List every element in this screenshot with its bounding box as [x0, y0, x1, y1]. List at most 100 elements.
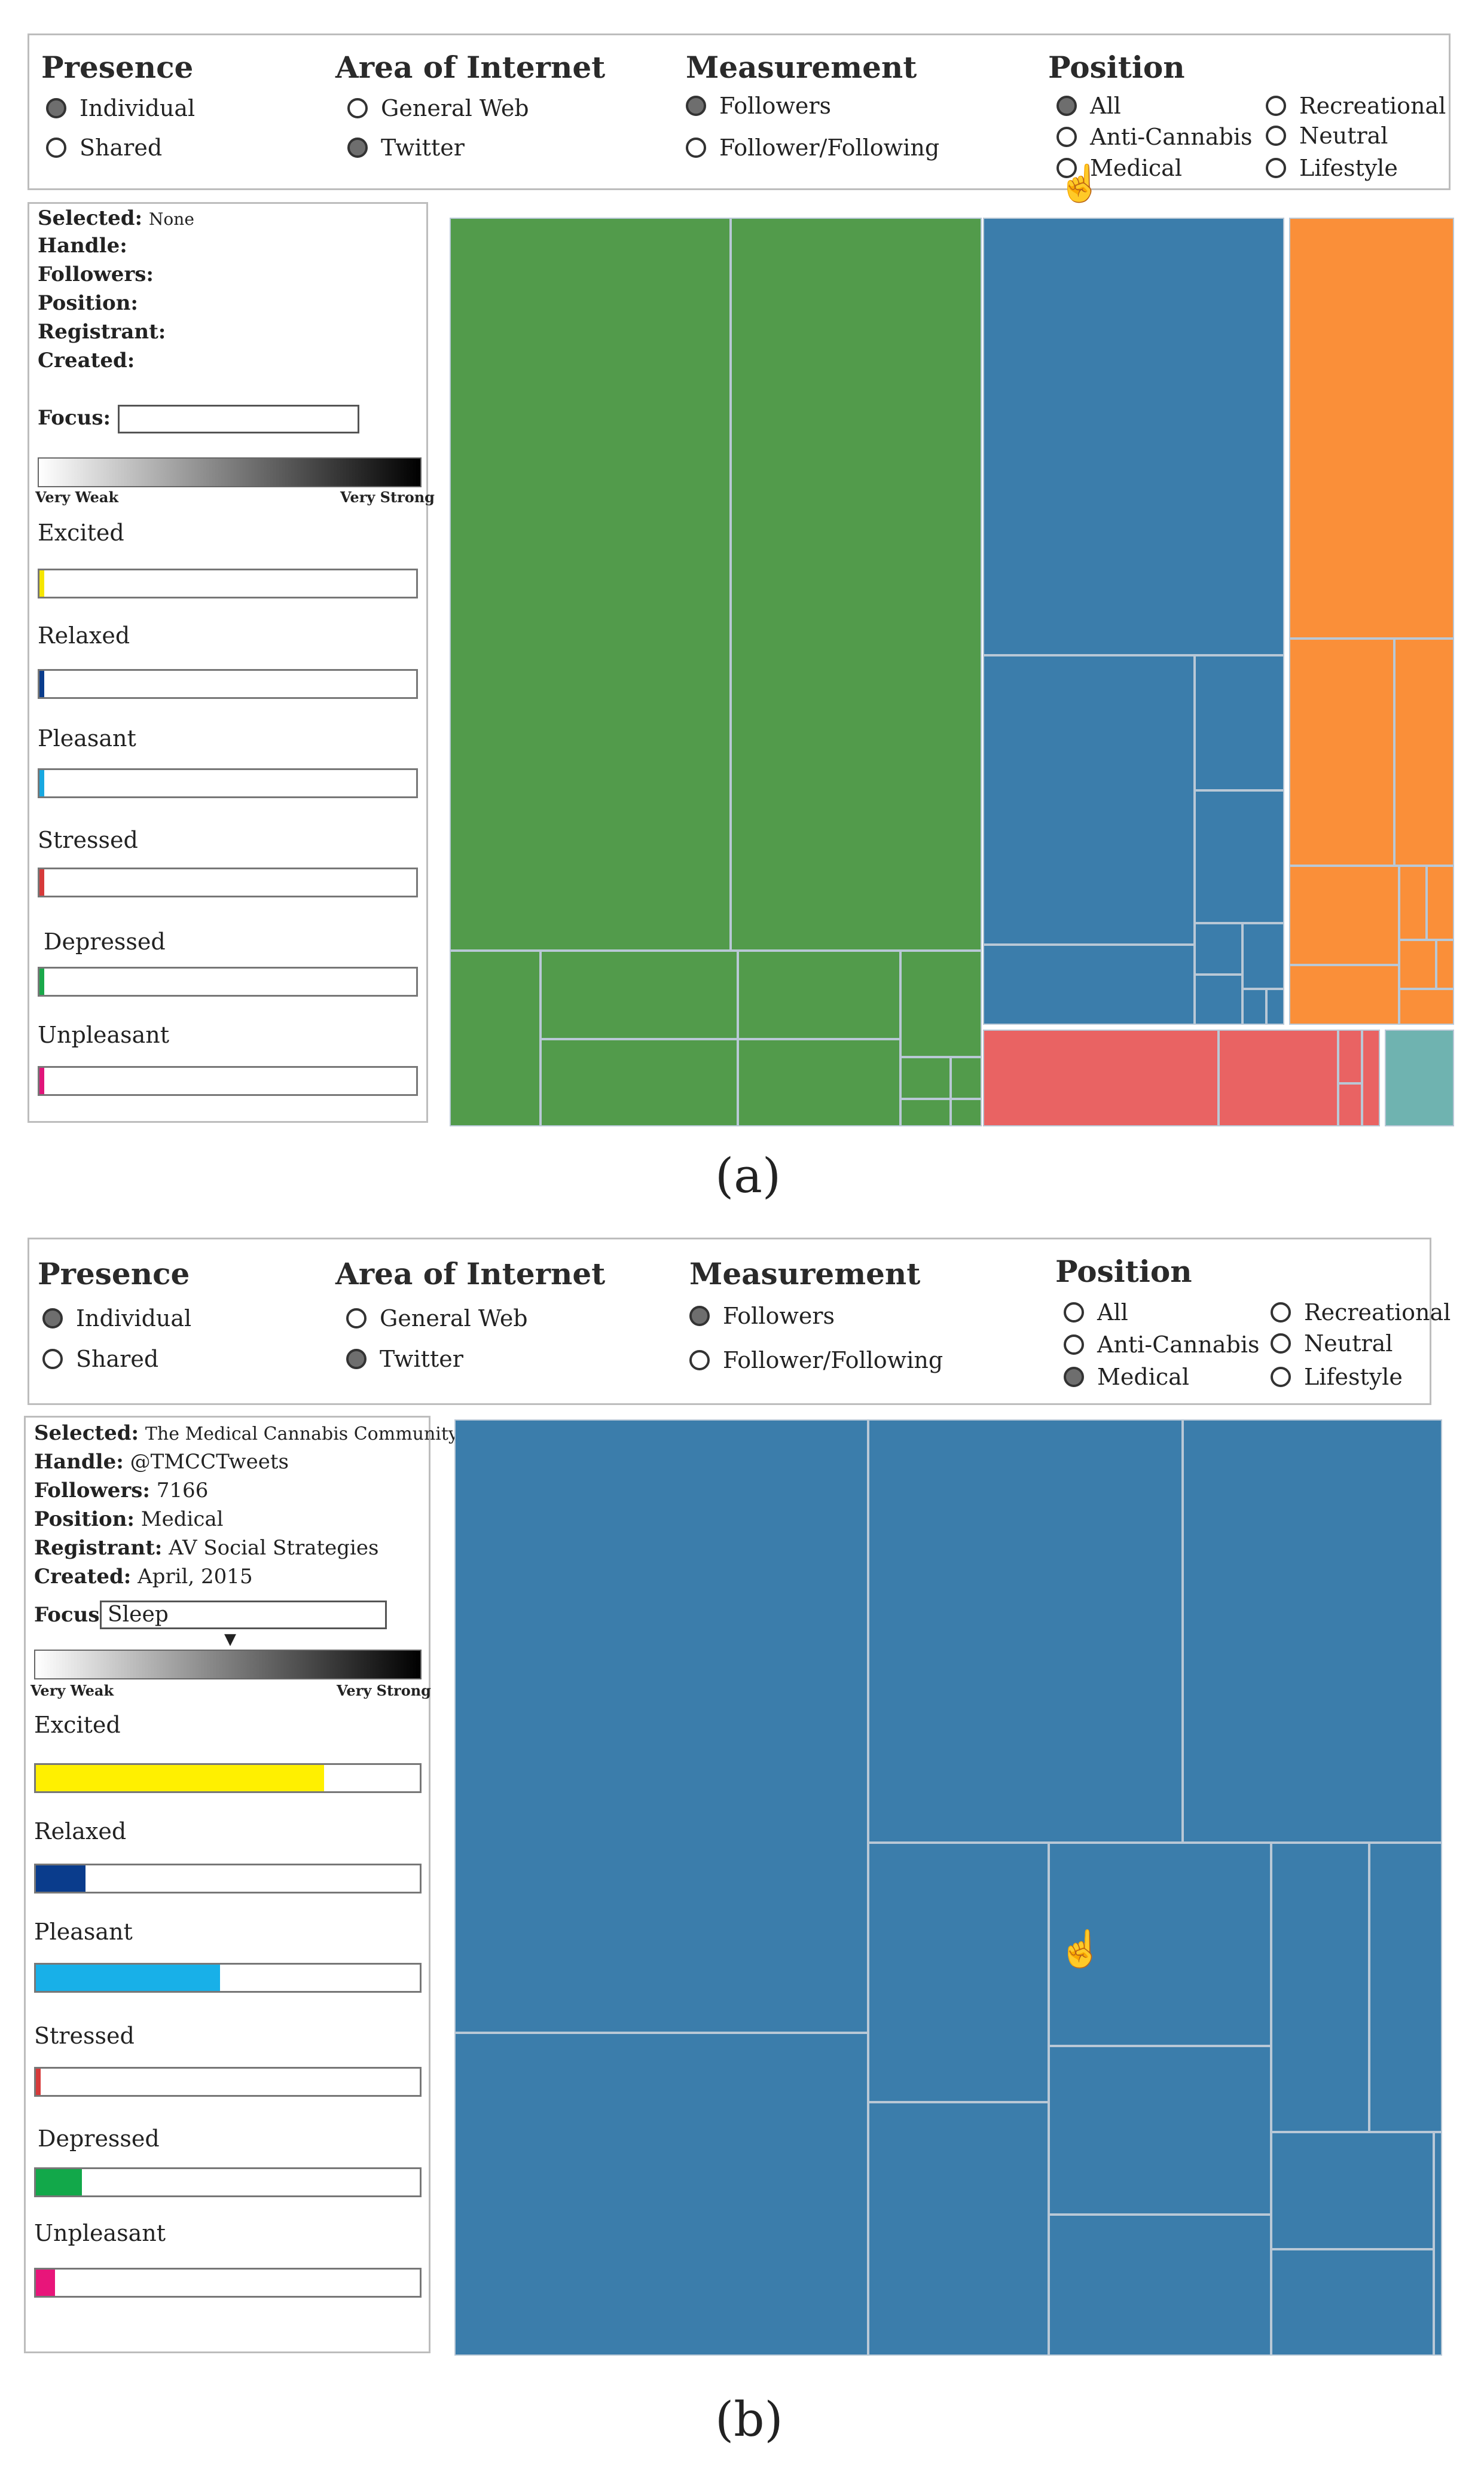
treemap-cell[interactable]: [1289, 218, 1454, 639]
presence-shared-option[interactable]: Shared: [42, 1346, 158, 1372]
position-neutral-option[interactable]: Neutral: [1271, 1330, 1393, 1357]
treemap-cell[interactable]: [1289, 965, 1399, 1025]
treemap-cell[interactable]: [1183, 1419, 1442, 1843]
position-lifestyle-option[interactable]: Lifestyle: [1266, 155, 1398, 181]
radio-icon[interactable]: [689, 1306, 710, 1326]
focus-input[interactable]: [118, 405, 359, 433]
treemap-cell[interactable]: [868, 1843, 1049, 2102]
treemap-cell[interactable]: [1049, 2046, 1271, 2215]
treemap-cell[interactable]: [868, 2102, 1049, 2356]
treemap-cell[interactable]: [1219, 1030, 1338, 1126]
radio-icon[interactable]: [689, 1350, 710, 1370]
treemap-cell[interactable]: [951, 1099, 982, 1126]
treemap-cell[interactable]: [1399, 940, 1436, 989]
area-twitter-option[interactable]: Twitter: [347, 135, 465, 161]
radio-icon[interactable]: [1271, 1367, 1291, 1387]
treemap-cell[interactable]: [450, 951, 541, 1126]
treemap-cell[interactable]: [900, 1099, 951, 1126]
treemap-cell[interactable]: [1399, 866, 1427, 940]
treemap-cell[interactable]: [541, 951, 738, 1039]
treemap-cell[interactable]: [1049, 2215, 1271, 2356]
radio-icon[interactable]: [346, 1349, 367, 1369]
treemap-cell[interactable]: [900, 951, 982, 1057]
radio-icon[interactable]: [46, 138, 66, 158]
area-general-web-option[interactable]: General Web: [347, 95, 529, 121]
treemap-cell[interactable]: [983, 655, 1195, 945]
measurement-followers-option[interactable]: Followers: [689, 1303, 835, 1329]
treemap-cell[interactable]: [1399, 989, 1454, 1025]
treemap-cell[interactable]: [900, 1057, 951, 1099]
treemap-cell[interactable]: [1385, 1030, 1454, 1126]
position-recreational-option[interactable]: Recreational: [1271, 1299, 1451, 1326]
radio-icon[interactable]: [1271, 1302, 1291, 1323]
measurement-followers-option[interactable]: Followers: [686, 93, 831, 119]
position-recreational-option[interactable]: Recreational: [1266, 93, 1446, 119]
treemap-cell[interactable]: [983, 1030, 1219, 1126]
radio-icon[interactable]: [1064, 1334, 1084, 1355]
treemap-cell[interactable]: [1195, 975, 1242, 1025]
radio-icon[interactable]: [1064, 1302, 1084, 1323]
radio-icon[interactable]: [1056, 127, 1077, 147]
treemap-cell[interactable]: [983, 945, 1195, 1025]
treemap-cell[interactable]: [1049, 1843, 1271, 2046]
treemap-cell[interactable]: [541, 1039, 738, 1126]
position-anti-cannabis-option[interactable]: Anti-Cannabis: [1064, 1331, 1260, 1358]
focus-input[interactable]: Sleep: [100, 1601, 387, 1629]
radio-icon[interactable]: [686, 96, 706, 116]
treemap-cell[interactable]: [1266, 989, 1284, 1025]
treemap-cell[interactable]: [1338, 1083, 1362, 1126]
treemap-cell[interactable]: [1338, 1030, 1362, 1083]
radio-icon[interactable]: [1266, 126, 1286, 146]
treemap-cell[interactable]: [454, 2033, 868, 2356]
treemap-cell[interactable]: [868, 1419, 1183, 1843]
treemap-cell[interactable]: [1242, 923, 1284, 989]
treemap-cell[interactable]: [1195, 923, 1242, 975]
radio-icon[interactable]: [42, 1349, 63, 1369]
presence-individual-option[interactable]: Individual: [46, 95, 195, 121]
presence-individual-option[interactable]: Individual: [42, 1305, 191, 1331]
treemap-cell[interactable]: [1195, 655, 1284, 790]
treemap-cell[interactable]: [1394, 639, 1454, 866]
treemap-cell[interactable]: [1289, 866, 1399, 965]
treemap-cell[interactable]: [738, 1039, 900, 1126]
radio-icon[interactable]: [1056, 158, 1077, 178]
measurement-follower-following-option[interactable]: Follower/Following: [689, 1347, 943, 1373]
radio-icon[interactable]: [1271, 1333, 1291, 1354]
area-general-web-option[interactable]: General Web: [346, 1305, 528, 1331]
treemap-cell[interactable]: [1271, 2132, 1434, 2249]
radio-icon[interactable]: [347, 98, 368, 118]
position-medical-option[interactable]: Medical: [1064, 1364, 1189, 1390]
treemap-cell[interactable]: [1242, 989, 1266, 1025]
measurement-follower-following-option[interactable]: Follower/Following: [686, 135, 939, 161]
treemap-cell[interactable]: [951, 1057, 982, 1099]
position-all-option[interactable]: All: [1064, 1299, 1128, 1326]
treemap-cell[interactable]: [1427, 866, 1454, 940]
radio-icon[interactable]: [1064, 1367, 1084, 1387]
radio-icon[interactable]: [1056, 96, 1077, 116]
position-neutral-option[interactable]: Neutral: [1266, 123, 1388, 149]
presence-shared-option[interactable]: Shared: [46, 135, 162, 161]
treemap-cell[interactable]: [1271, 1843, 1369, 2132]
treemap-cell[interactable]: [1195, 790, 1284, 923]
position-anti-cannabis-option[interactable]: Anti-Cannabis: [1056, 124, 1253, 150]
radio-icon[interactable]: [347, 138, 368, 158]
radio-icon[interactable]: [1266, 158, 1286, 178]
position-medical-option[interactable]: Medical: [1056, 155, 1182, 181]
position-all-option[interactable]: All: [1056, 93, 1121, 119]
treemap-cell[interactable]: [1436, 940, 1454, 989]
treemap-cell[interactable]: [1289, 639, 1394, 866]
radio-icon[interactable]: [42, 1308, 63, 1328]
treemap-cell[interactable]: [1369, 1843, 1442, 2132]
treemap-cell[interactable]: [450, 218, 731, 951]
radio-icon[interactable]: [1266, 96, 1286, 116]
radio-icon[interactable]: [346, 1308, 367, 1328]
radio-icon[interactable]: [46, 98, 66, 118]
treemap-cell[interactable]: [1362, 1030, 1380, 1126]
treemap-cell[interactable]: [983, 218, 1284, 655]
radio-icon[interactable]: [686, 138, 706, 158]
position-lifestyle-option[interactable]: Lifestyle: [1271, 1364, 1403, 1390]
treemap-cell[interactable]: [1434, 2132, 1442, 2356]
treemap-cell[interactable]: [1271, 2249, 1434, 2356]
treemap-cell[interactable]: [731, 218, 982, 951]
treemap-cell[interactable]: [454, 1419, 868, 2033]
